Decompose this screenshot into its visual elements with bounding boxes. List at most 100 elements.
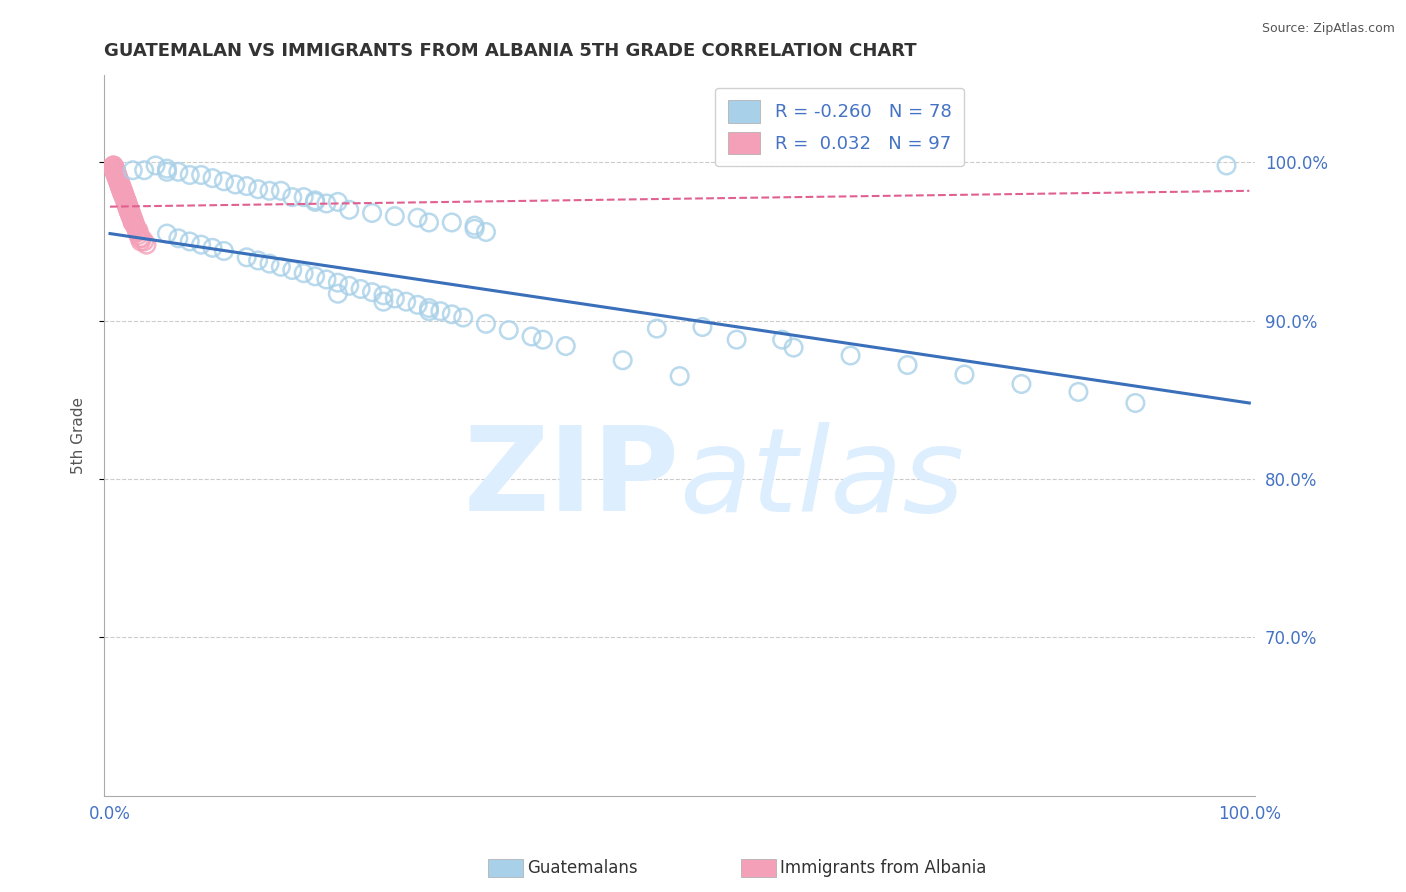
Point xyxy=(111,182,134,196)
Point xyxy=(179,235,201,249)
Point xyxy=(361,206,384,220)
Point xyxy=(770,333,793,347)
Point xyxy=(1215,159,1237,173)
Point xyxy=(1010,377,1032,392)
Point xyxy=(451,310,474,325)
Point xyxy=(440,307,463,321)
Point xyxy=(110,184,132,198)
Point xyxy=(281,263,304,277)
Point xyxy=(107,174,129,188)
Text: atlas: atlas xyxy=(679,422,965,536)
Point xyxy=(304,194,326,209)
Point xyxy=(201,171,224,186)
Point xyxy=(103,161,125,176)
Point xyxy=(406,298,429,312)
Point xyxy=(337,278,360,293)
Point xyxy=(110,178,132,192)
Point xyxy=(103,165,125,179)
Point xyxy=(115,194,138,208)
Point xyxy=(395,294,418,309)
Text: Source: ZipAtlas.com: Source: ZipAtlas.com xyxy=(1261,22,1395,36)
Point xyxy=(668,369,690,384)
Point xyxy=(373,288,395,302)
Point xyxy=(103,161,125,176)
Point xyxy=(105,171,128,186)
Point xyxy=(127,223,149,237)
Point xyxy=(156,165,179,179)
Point xyxy=(129,235,152,249)
Point xyxy=(115,192,138,206)
Point xyxy=(110,180,132,194)
Point xyxy=(270,184,292,198)
Point xyxy=(190,168,212,182)
Point xyxy=(121,215,143,229)
Point xyxy=(104,165,127,179)
Point xyxy=(125,220,148,235)
Point xyxy=(108,178,131,192)
Point xyxy=(475,225,498,239)
Legend: R = -0.260   N = 78, R =  0.032   N = 97: R = -0.260 N = 78, R = 0.032 N = 97 xyxy=(716,87,965,166)
Point xyxy=(145,159,167,173)
Point xyxy=(114,188,136,202)
Point xyxy=(121,208,143,222)
Point xyxy=(121,215,143,229)
Point xyxy=(134,235,156,249)
Point xyxy=(121,212,143,227)
Point xyxy=(135,237,157,252)
Point xyxy=(839,349,862,363)
Point xyxy=(128,231,150,245)
Point xyxy=(127,225,149,239)
Point xyxy=(429,304,451,318)
Point xyxy=(121,211,143,225)
Point xyxy=(105,166,128,180)
Point xyxy=(259,184,281,198)
Point xyxy=(114,194,136,208)
Point xyxy=(179,168,201,182)
Point xyxy=(103,159,125,173)
Point xyxy=(1067,384,1090,399)
Point xyxy=(117,202,139,217)
Point xyxy=(373,294,395,309)
Point xyxy=(201,241,224,255)
Point xyxy=(107,174,129,188)
Point xyxy=(953,368,976,382)
Point xyxy=(112,186,135,201)
Text: Guatemalans: Guatemalans xyxy=(527,859,638,877)
Point xyxy=(110,180,132,194)
Point xyxy=(105,171,128,186)
Point xyxy=(127,225,149,239)
Point xyxy=(121,211,143,225)
Point xyxy=(114,190,136,204)
Point xyxy=(117,202,139,217)
Point xyxy=(384,209,406,223)
Point xyxy=(259,257,281,271)
Point xyxy=(304,194,326,208)
Point xyxy=(326,194,349,209)
Point xyxy=(112,190,135,204)
Point xyxy=(725,333,748,347)
Point xyxy=(326,276,349,290)
Point xyxy=(111,186,134,201)
Point xyxy=(115,196,138,211)
Point xyxy=(156,227,179,241)
Point xyxy=(464,219,486,233)
Point xyxy=(115,200,138,214)
Point xyxy=(103,165,125,179)
Point xyxy=(475,317,498,331)
Point xyxy=(103,159,125,173)
Text: Immigrants from Albania: Immigrants from Albania xyxy=(780,859,987,877)
Point xyxy=(120,206,142,220)
Point xyxy=(121,163,143,178)
Point xyxy=(127,228,149,243)
Point xyxy=(122,215,145,229)
Point xyxy=(125,222,148,236)
Point xyxy=(114,190,136,204)
Point xyxy=(110,180,132,194)
Point xyxy=(117,200,139,214)
Point xyxy=(235,250,257,264)
Point xyxy=(118,202,141,217)
Point xyxy=(120,204,142,219)
Point xyxy=(247,182,270,196)
Point xyxy=(315,272,337,286)
Point xyxy=(110,179,132,194)
